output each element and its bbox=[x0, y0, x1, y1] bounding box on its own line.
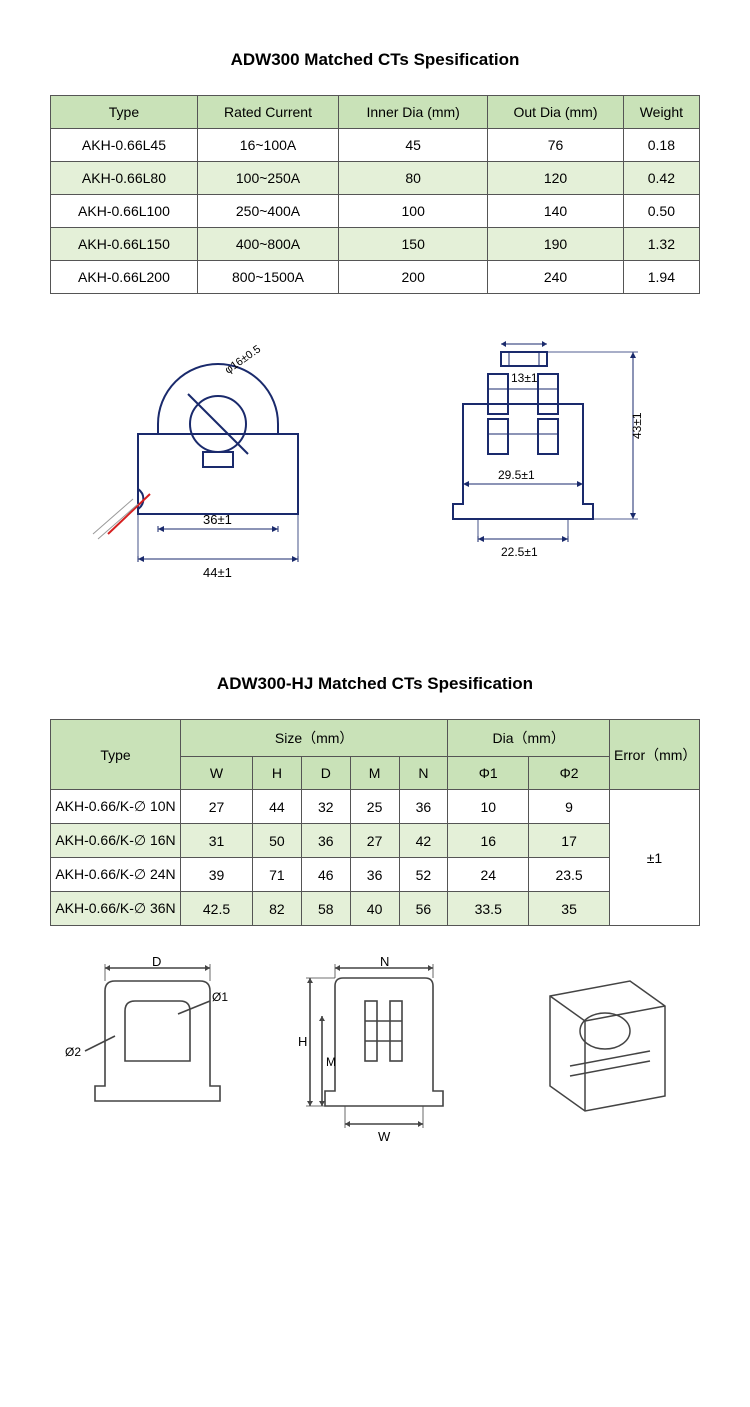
section2-title: ADW300-HJ Matched CTs Spesification bbox=[50, 674, 700, 694]
table-adw300hj: Type Size（mm） Dia（mm） Error（mm） W H D M … bbox=[50, 719, 700, 926]
t1-col4: Weight bbox=[623, 96, 699, 129]
t1-col1: Rated Current bbox=[197, 96, 338, 129]
t2-type: Type bbox=[51, 720, 181, 790]
ct-diagram-side: 13±1 29.5±1 22.5±1 43±1 bbox=[393, 334, 673, 594]
dim-N: N bbox=[380, 956, 389, 969]
dim-phi: φ16±0.5 bbox=[222, 343, 262, 376]
dim-36: 36±1 bbox=[203, 512, 232, 527]
t2-error: Error（mm） bbox=[610, 720, 700, 790]
dim-13: 13±1 bbox=[511, 371, 538, 385]
table-row: AKH-0.66L45 16~100A 45 76 0.18 bbox=[51, 129, 700, 162]
dim-43: 43±1 bbox=[630, 412, 644, 439]
table-row: AKH-0.66/K-∅ 36N 42.5 82 58 40 56 33.5 3… bbox=[51, 892, 700, 926]
table-row: AKH-0.66L80 100~250A 80 120 0.42 bbox=[51, 162, 700, 195]
dim-H: H bbox=[298, 1034, 307, 1049]
ct-hj-diagram-3 bbox=[510, 956, 690, 1136]
table-row: AKH-0.66/K-∅ 16N 31 50 36 27 42 16 17 bbox=[51, 824, 700, 858]
dim-44: 44±1 bbox=[203, 565, 232, 580]
t1-col0: Type bbox=[51, 96, 198, 129]
dim-D: D bbox=[152, 956, 161, 969]
dim-M: M bbox=[326, 1055, 336, 1069]
ct-hj-diagram-2: N H M W bbox=[270, 956, 490, 1156]
table-row: AKH-0.66L100 250~400A 100 140 0.50 bbox=[51, 195, 700, 228]
table-row: AKH-0.66L150 400~800A 150 190 1.32 bbox=[51, 228, 700, 261]
dim-22: 22.5±1 bbox=[501, 545, 538, 559]
t1-col3: Out Dia (mm) bbox=[488, 96, 623, 129]
table-row: AKH-0.66/K-∅ 24N 39 71 46 36 52 24 23.5 bbox=[51, 858, 700, 892]
dim-phi1: Ø1 bbox=[212, 990, 228, 1004]
t1-col2: Inner Dia (mm) bbox=[339, 96, 488, 129]
t2-size: Size（mm） bbox=[181, 720, 448, 757]
dim-W: W bbox=[378, 1129, 391, 1144]
dim-phi2: Ø2 bbox=[65, 1045, 81, 1059]
t2-dia: Dia（mm） bbox=[448, 720, 610, 757]
table-adw300: Type Rated Current Inner Dia (mm) Out Di… bbox=[50, 95, 700, 294]
ct-hj-diagram-1: D Ø1 Ø2 bbox=[60, 956, 250, 1146]
ct-diagram-front: φ16±0.5 36±1 44±1 bbox=[78, 334, 338, 594]
section1-title: ADW300 Matched CTs Spesification bbox=[50, 50, 700, 70]
table-row: AKH-0.66L200 800~1500A 200 240 1.94 bbox=[51, 261, 700, 294]
error-cell: ±1 bbox=[610, 790, 700, 926]
table-row: AKH-0.66/K-∅ 10N 27 44 32 25 36 10 9 ±1 bbox=[51, 790, 700, 824]
dim-29: 29.5±1 bbox=[498, 468, 535, 482]
